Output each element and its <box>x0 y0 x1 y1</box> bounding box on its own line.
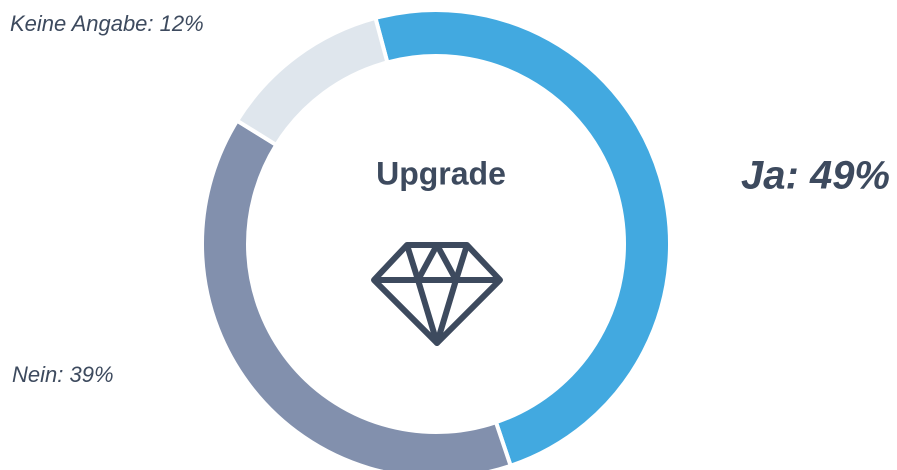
diamond-line <box>404 244 470 346</box>
slice <box>372 8 672 469</box>
diamond-outline <box>371 242 503 346</box>
slice <box>234 15 390 148</box>
slice-label: Ja: 49% <box>741 154 890 198</box>
diamond-icon <box>371 242 503 346</box>
chart-title: Upgrade <box>376 155 506 191</box>
slice-label: Keine Angabe: 12% <box>10 11 204 36</box>
slice-label: Nein: 39% <box>12 362 114 387</box>
slices <box>200 8 672 470</box>
diamond-line <box>415 242 459 282</box>
